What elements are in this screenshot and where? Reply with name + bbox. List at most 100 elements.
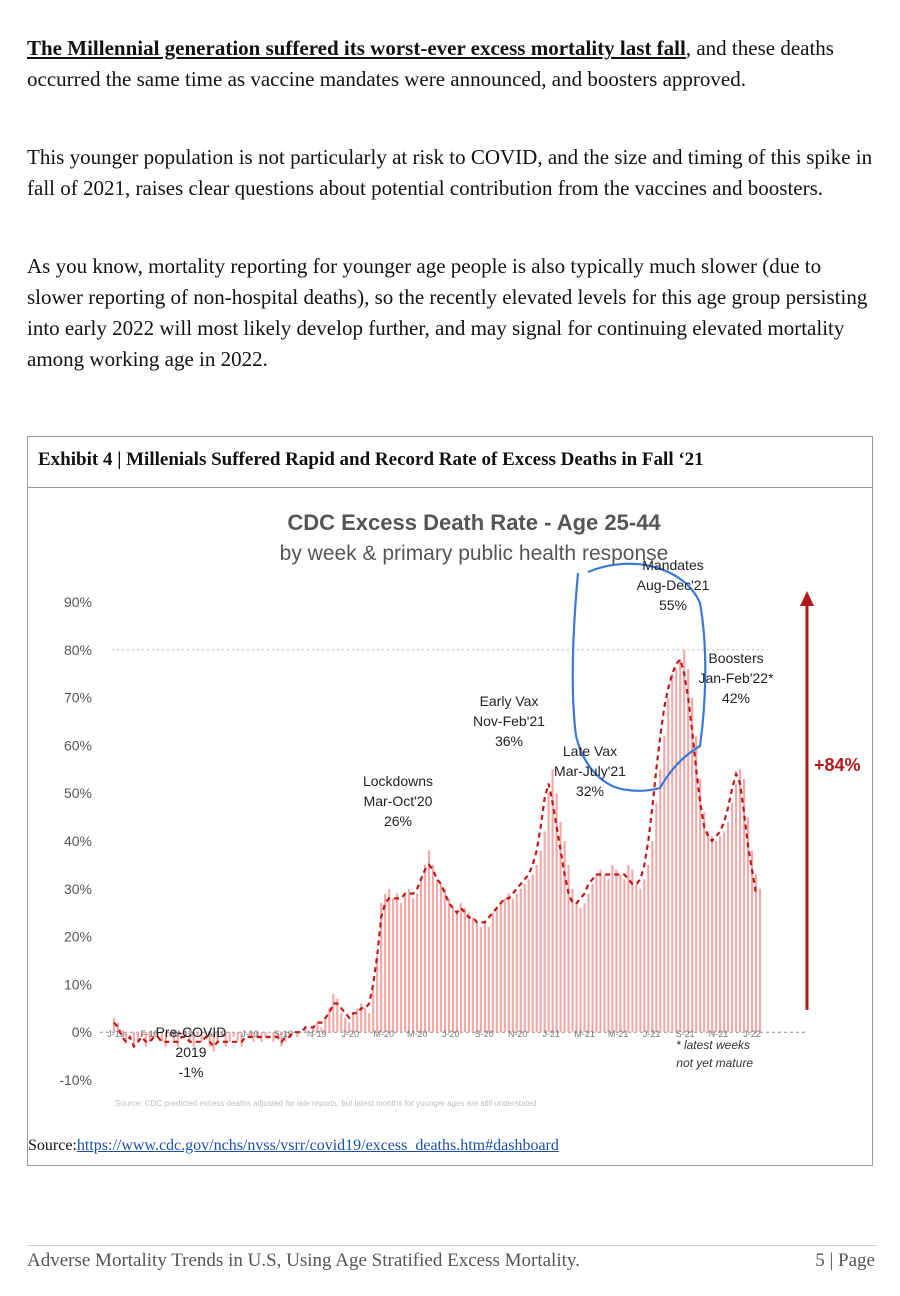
bar [240,1032,243,1047]
x-tick-label: M-21 [608,1029,629,1039]
bar [583,903,586,1033]
bar [519,888,522,1033]
bar [451,907,455,1033]
x-tick-label: F-19 [140,1029,159,1039]
bar [411,898,415,1033]
bar [431,864,435,1033]
bar [695,735,698,1033]
y-tick-label: -10% [59,1072,92,1088]
bar [172,1032,175,1042]
bar [575,903,578,1033]
bar [372,989,375,1033]
x-tick-label: M-20 [374,1029,395,1039]
x-tick-label: J-21 [643,1029,661,1039]
bar [296,1032,299,1037]
annotation-text: 32% [576,783,604,799]
paragraph-1-rest: , and these deaths occurred the same tim… [27,36,834,91]
bar [360,1003,363,1033]
bar [132,1032,136,1047]
bar [216,1032,219,1042]
bar [156,1032,159,1033]
y-tick-label: 50% [64,785,92,801]
bar [344,1017,347,1033]
bar [236,1032,239,1042]
x-tick-label: J-20 [442,1029,460,1039]
bar [268,1032,271,1033]
bar [308,1032,311,1033]
annotation-text: 42% [722,690,750,706]
bar [252,1032,255,1042]
paragraph-1-lead: The Millennial generation suffered its w… [27,36,686,60]
bar [579,907,582,1033]
y-tick-label: 30% [64,881,92,897]
bar [256,1032,259,1037]
bar [396,893,399,1033]
paragraph-2: This younger population is not particula… [27,145,873,200]
annotation-text: Nov-Feb'21 [473,713,545,729]
x-tick-label: J-19 [107,1029,125,1039]
bar [388,888,391,1033]
bar [280,1032,283,1047]
bar [727,821,730,1033]
bar [487,927,490,1033]
bar [659,769,662,1033]
bar [467,912,470,1033]
bar [459,903,463,1033]
bar [116,1022,120,1033]
bar [264,1032,267,1037]
bar [687,668,690,1033]
bar [591,884,594,1033]
bar [324,1017,327,1033]
bar [352,1013,355,1033]
bar [715,841,718,1033]
bar [380,903,383,1033]
bar [423,864,427,1033]
bar [312,1027,315,1033]
annotation-text: Mar-Oct'20 [364,793,433,809]
bar [611,864,614,1033]
exhibit-source: Source:https://www.cdc.gov/nchs/nvss/vsr… [28,1137,559,1155]
bar [627,864,630,1033]
annotation-text: 26% [384,813,412,829]
x-tick-label: N-19 [307,1029,327,1039]
bar [180,1032,183,1033]
chart-annotations: Pre-COVID 2019 -1% Lockdowns Mar-Oct'20 26% Ea… [156,557,774,1080]
bar [244,1032,247,1033]
bar [563,841,566,1033]
exhibit-box: Exhibit 4 | Millenials Suffered Rapid an… [27,436,873,1166]
bar [742,778,746,1033]
bar [340,1013,343,1033]
bar [128,1032,132,1033]
hand-drawn-circle [571,562,707,792]
bar [663,735,666,1033]
bar [667,697,670,1033]
bar [483,922,486,1033]
annotation-text: Mar-July'21 [554,763,626,779]
y-tick-label: 60% [64,737,92,753]
annotation-text: Pre-COVID [156,1024,227,1040]
bar [356,1008,359,1033]
x-tick-label: J-22 [743,1029,761,1039]
bar [471,917,474,1033]
bar [547,793,550,1033]
bar [619,874,622,1033]
increase-arrow-head [800,591,814,606]
bar [419,879,423,1033]
y-axis-ticks: 90% 80% 70% 60% 50% 40% 30% 20% 10% 0% -10% [59,594,92,1088]
annotation-text: Mandates [642,557,703,573]
bar [364,1008,367,1033]
bar [136,1032,140,1042]
bar [276,1032,279,1037]
source-link[interactable]: https://www.cdc.gov/nchs/nvss/vsrr/covid… [76,1137,559,1154]
bar [152,1032,155,1037]
bar [447,898,451,1033]
annotation-text: Lockdowns [363,773,433,789]
bar [703,812,706,1033]
bar [272,1032,275,1042]
bar [707,831,710,1033]
bar [507,893,510,1033]
annotation-text: Late Vax [563,743,617,759]
bar [543,831,546,1033]
bar [495,907,498,1033]
chart-source-note: Source: CDC predicted excess deaths adju… [115,1099,537,1108]
